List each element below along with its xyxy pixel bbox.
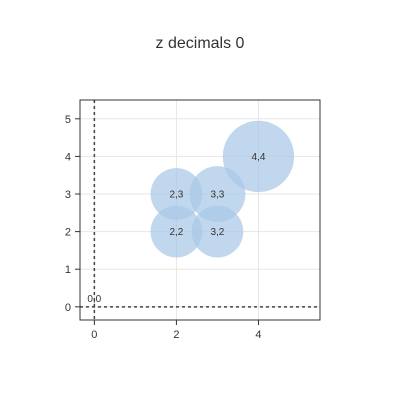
bubble: [189, 166, 246, 222]
bubble: [150, 205, 203, 258]
bubble-label: 2,2: [169, 227, 183, 238]
bubble-label: 3,2: [210, 227, 224, 238]
y-tick-label: 2: [65, 227, 71, 239]
y-tick-label: 3: [65, 189, 71, 201]
origin-label: 0,0: [87, 294, 101, 305]
x-tick-label: 2: [173, 329, 179, 341]
y-tick-label: 5: [65, 114, 71, 126]
bubble: [222, 120, 295, 193]
bubble-label: 4,4: [252, 152, 266, 163]
plot-frame: [79, 99, 321, 321]
bubble-label: 2,3: [169, 190, 183, 201]
bubble-label: 3,3: [210, 190, 224, 201]
x-tick-label: 4: [255, 329, 261, 341]
y-tick-label: 0: [65, 302, 71, 314]
chart-title: z decimals 0: [155, 35, 245, 52]
x-tick-label: 0: [91, 329, 97, 341]
y-tick-label: 4: [65, 151, 71, 163]
y-tick-label: 1: [65, 264, 71, 276]
bubble: [150, 168, 203, 220]
